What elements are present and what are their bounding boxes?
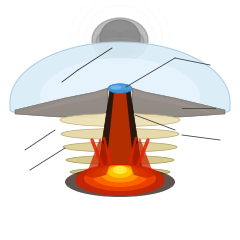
Ellipse shape [108, 84, 132, 93]
Polygon shape [40, 58, 200, 110]
Ellipse shape [92, 18, 148, 62]
Ellipse shape [61, 128, 179, 139]
Polygon shape [132, 88, 225, 117]
Ellipse shape [63, 142, 177, 152]
Ellipse shape [84, 165, 156, 191]
Ellipse shape [110, 85, 121, 90]
Ellipse shape [96, 30, 124, 54]
Polygon shape [106, 92, 134, 182]
Polygon shape [98, 90, 142, 185]
Polygon shape [30, 90, 106, 113]
Polygon shape [10, 42, 230, 118]
Ellipse shape [92, 165, 148, 187]
Polygon shape [134, 90, 210, 113]
Ellipse shape [65, 167, 175, 197]
Ellipse shape [98, 38, 142, 58]
Ellipse shape [60, 114, 180, 126]
Ellipse shape [100, 20, 140, 56]
Polygon shape [82, 138, 112, 178]
Ellipse shape [101, 166, 139, 182]
Ellipse shape [116, 30, 144, 54]
Polygon shape [15, 88, 108, 117]
Ellipse shape [75, 164, 165, 196]
Ellipse shape [70, 168, 170, 176]
Ellipse shape [66, 156, 174, 164]
Polygon shape [128, 138, 158, 178]
Ellipse shape [108, 166, 132, 178]
Ellipse shape [113, 166, 127, 174]
